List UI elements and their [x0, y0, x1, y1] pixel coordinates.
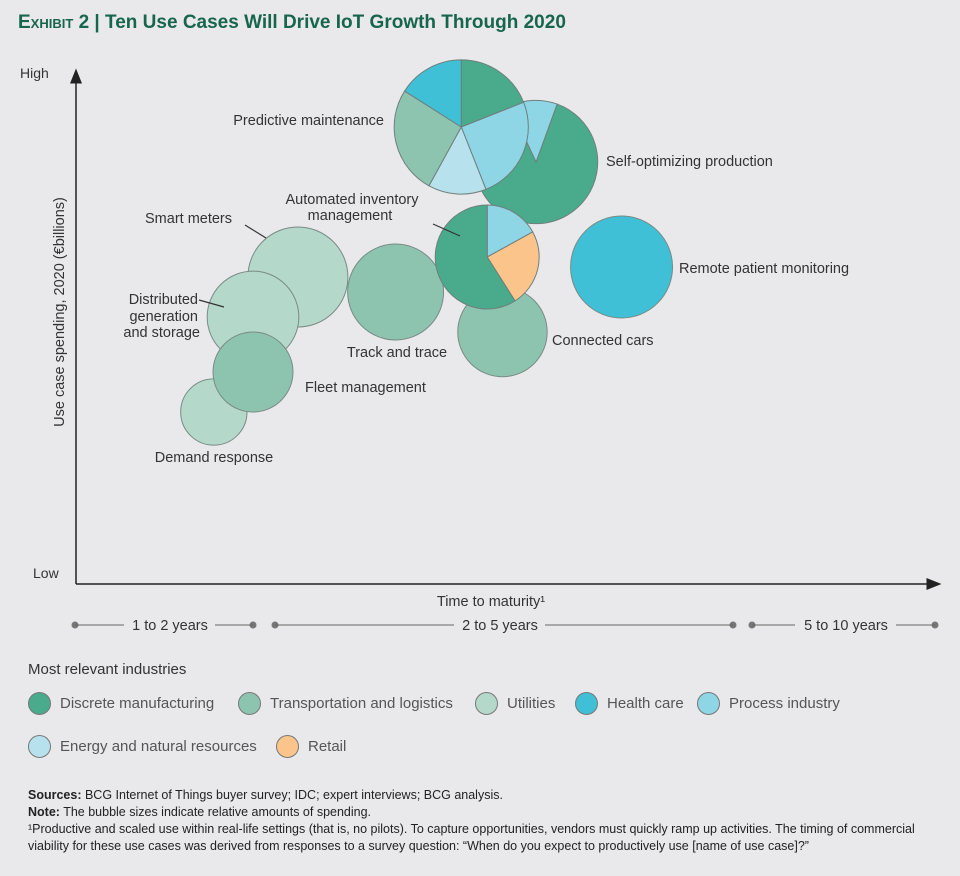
sources: Sources: BCG Internet of Things buyer su… — [28, 787, 928, 804]
band-5-10-years: 5 to 10 years — [748, 618, 939, 634]
legend-swatch — [238, 692, 261, 715]
label-demand-response: Demand response — [155, 450, 274, 466]
label-remote-patient-monitoring: Remote patient monitoring — [679, 261, 849, 277]
legend-swatch — [28, 735, 51, 758]
band-label: 2 to 5 years — [462, 618, 538, 634]
pie-slice-transportation_logistics — [393, 90, 462, 187]
label-fleet-management: Fleet management — [305, 380, 426, 396]
label-predictive-maintenance: Predictive maintenance — [233, 113, 384, 129]
label-smart-meters: Smart meters — [145, 211, 232, 227]
bubble-remote-patient-monitoring — [570, 215, 674, 319]
pie-slice-energy_resources — [428, 125, 487, 195]
bubble-slice-transportation_logistics — [347, 243, 445, 341]
legend-item-process_industry: Process industry — [697, 692, 840, 715]
band-label: 5 to 10 years — [804, 618, 888, 634]
bubble-track-and-trace — [347, 243, 445, 341]
legend-label: Transportation and logistics — [270, 695, 453, 712]
bubble-predictive-maintenance — [393, 59, 529, 195]
legend-swatch — [697, 692, 720, 715]
exhibit-title: Exhibit 2 | Ten Use Cases Will Drive IoT… — [18, 12, 566, 34]
exhibit-number: Exhibit 2 — [18, 12, 90, 33]
y-tick-high: High — [20, 65, 49, 81]
label-distributed-1: Distributed — [129, 292, 198, 308]
legend-label: Utilities — [507, 695, 556, 712]
legend-label: Health care — [607, 695, 684, 712]
label-connected-cars: Connected cars — [552, 333, 654, 349]
label-automated-inventory-2: management — [308, 208, 393, 224]
label-automated-inventory: Automated inventory — [286, 192, 420, 208]
y-tick-low: Low — [33, 565, 60, 581]
title-separator: | — [94, 12, 100, 33]
legend-item-retail: Retail — [276, 735, 346, 758]
footer-notes: Sources: BCG Internet of Things buyer su… — [28, 787, 928, 855]
sources-text: BCG Internet of Things buyer survey; IDC… — [81, 788, 503, 802]
legend-swatch — [575, 692, 598, 715]
bubble-slice-transportation_logistics — [212, 331, 294, 413]
band-label: 1 to 2 years — [132, 618, 208, 634]
legend-label: Discrete manufacturing — [60, 695, 215, 712]
note-text: The bubble sizes indicate relative amoun… — [59, 805, 372, 819]
footnote: ¹Productive and scaled use within real-l… — [28, 822, 915, 853]
legend-item-transportation_logistics: Transportation and logistics — [238, 692, 453, 715]
leader-lines — [198, 223, 461, 308]
bubble-slice-health_care — [570, 215, 674, 319]
label-track-and-trace: Track and trace — [347, 345, 447, 361]
maturity-bands: 1 to 2 years 2 to 5 years 5 to 10 years — [71, 618, 939, 634]
bubble-automated-inventory-management — [434, 204, 540, 310]
pie-slice-health_care — [403, 59, 462, 128]
legend-title: Most relevant industries — [28, 661, 187, 678]
x-axis-label: Time to maturity¹ — [437, 594, 545, 610]
pie-slice-retail — [486, 231, 540, 302]
y-axis-label: Use case spending, 2020 (€billions) — [52, 197, 68, 427]
bubble-fleet-management — [212, 331, 294, 413]
pie-slice-process_industry — [486, 204, 534, 258]
label-self-optimizing-production: Self-optimizing production — [606, 154, 773, 170]
legend-label: Energy and natural resources — [60, 738, 257, 755]
legend-swatch — [28, 692, 51, 715]
legend-item-health_care: Health care — [575, 692, 684, 715]
title-text: Ten Use Cases Will Drive IoT Growth Thro… — [105, 12, 566, 33]
bubble-chart: High Low Use case spending, 2020 (€billi… — [20, 59, 942, 634]
pie-slice-discrete_manufacturing — [460, 59, 525, 128]
legend-label: Retail — [308, 738, 347, 755]
band-2-5-years: 2 to 5 years — [271, 618, 737, 634]
label-distributed-2: generation — [129, 309, 198, 325]
legend-swatch — [276, 735, 299, 758]
legend-swatch — [475, 692, 498, 715]
legend-label: Process industry — [729, 695, 840, 712]
legend-item-discrete_manufacturing: Discrete manufacturing — [28, 692, 214, 715]
band-1-2-years: 1 to 2 years — [71, 618, 257, 634]
pie-slice-discrete_manufacturing — [434, 204, 516, 310]
label-distributed-3: and storage — [123, 325, 200, 341]
legend-item-utilities: Utilities — [475, 692, 555, 715]
legend-item-energy_resources: Energy and natural resources — [28, 735, 257, 758]
pie-slice-process_industry — [460, 101, 529, 191]
note: Note: The bubble sizes indicate relative… — [28, 804, 928, 821]
note-label: Note: — [28, 805, 60, 819]
sources-label: Sources: — [28, 788, 82, 802]
